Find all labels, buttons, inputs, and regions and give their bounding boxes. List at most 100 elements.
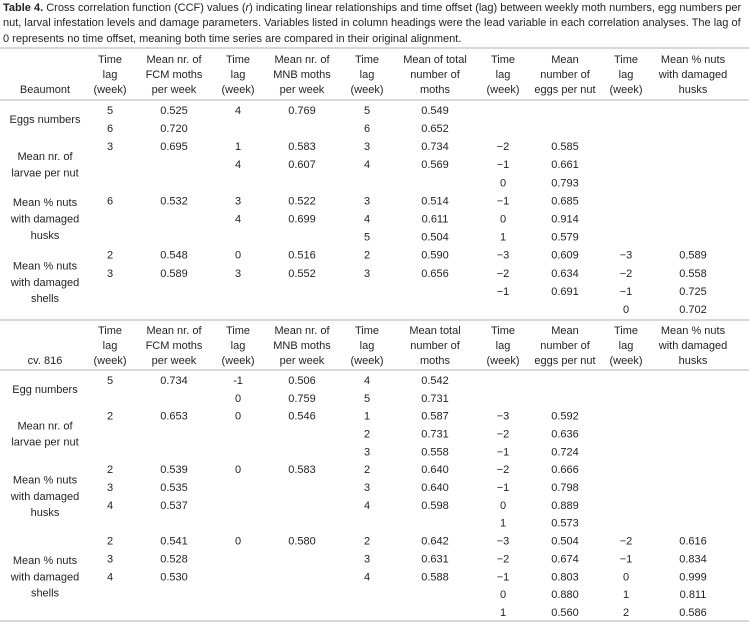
cell: 6: [107, 195, 113, 207]
cell: 0: [235, 536, 241, 548]
cell: −1: [497, 195, 510, 207]
cell: 1: [364, 411, 370, 423]
cell: 0.702: [679, 304, 707, 316]
cell: 0.695: [160, 141, 188, 153]
cell: 2: [364, 464, 370, 476]
cell: 0.546: [288, 411, 316, 423]
cell: 2: [107, 250, 113, 262]
cell: 0.589: [160, 268, 188, 280]
cell: 0.834: [679, 553, 707, 565]
cell: 0.514: [421, 195, 449, 207]
cell: 4: [107, 571, 113, 583]
cell: 4: [364, 375, 370, 387]
row-label: Mean % nuts: [13, 261, 78, 273]
cell: 2: [364, 428, 370, 440]
row-label: larvae per nut: [11, 167, 78, 179]
cell: 0.889: [551, 500, 579, 512]
row-label: with damaged: [10, 571, 80, 583]
cell: 4: [364, 500, 370, 512]
row-label: Mean nr. of: [17, 151, 73, 163]
column-header: Time: [98, 54, 122, 66]
cell: 0.588: [421, 571, 449, 583]
cell: 0.731: [421, 428, 449, 440]
column-header: Time: [226, 54, 250, 66]
cell: 3: [364, 141, 370, 153]
column-header: Mean nr. of: [146, 54, 202, 66]
cell: 0.504: [551, 536, 579, 548]
cell: 0.724: [551, 446, 579, 458]
row-label: Egg numbers: [12, 384, 78, 396]
cell: 6: [107, 123, 113, 135]
caption-text: ) indicating linear relationships and ti…: [3, 2, 742, 45]
cell: 0.590: [421, 250, 449, 262]
column-header: (week): [486, 84, 519, 96]
cell: 0.548: [160, 250, 188, 262]
column-header: (week): [350, 355, 383, 367]
cell: 0.506: [288, 375, 316, 387]
cell: 3: [364, 268, 370, 280]
cell: 0.734: [160, 375, 188, 387]
cell: 1: [623, 589, 629, 601]
cell: 0: [235, 411, 241, 423]
cell: 0.607: [288, 159, 316, 171]
row-label: husks: [31, 507, 60, 519]
cell: −3: [497, 250, 510, 262]
column-header: (week): [221, 355, 254, 367]
cell: 3: [107, 268, 113, 280]
row-label: larvae per nut: [11, 437, 78, 449]
cell: 0.573: [551, 518, 579, 530]
column-header: Mean % nuts: [661, 54, 726, 66]
cell: 5: [107, 375, 113, 387]
cell: 0.999: [679, 571, 707, 583]
column-header: Time: [355, 325, 379, 337]
row-label: with damaged: [10, 491, 80, 503]
cell: 0.725: [679, 286, 707, 298]
row-label: with damaged: [10, 214, 80, 226]
cell: 0.769: [288, 105, 316, 117]
column-header: per week: [280, 84, 325, 96]
cell: 0.656: [421, 268, 449, 280]
cell: 0.691: [551, 286, 579, 298]
cell: 0.798: [551, 482, 579, 494]
column-header: Time: [491, 325, 515, 337]
cell: 0.803: [551, 571, 579, 583]
cell: 0.731: [421, 393, 449, 405]
row-label: shells: [31, 588, 60, 600]
cell: −2: [497, 268, 510, 280]
column-header: eggs per nut: [534, 355, 595, 367]
column-header: lag: [619, 340, 634, 352]
cell: 0.631: [421, 553, 449, 565]
column-header: number of: [410, 69, 460, 81]
column-header: with damaged: [658, 340, 728, 352]
cell: 3: [107, 553, 113, 565]
cell: 0.793: [551, 177, 579, 189]
cell: 0: [235, 464, 241, 476]
cell: 0.914: [551, 214, 579, 226]
cell: 3: [364, 446, 370, 458]
cell: 0.528: [160, 553, 188, 565]
column-header: per week: [152, 355, 197, 367]
cell: 0.560: [551, 607, 579, 619]
column-header: husks: [679, 355, 708, 367]
cell: 1: [500, 518, 506, 530]
column-header: (week): [221, 84, 254, 96]
cell: 5: [107, 105, 113, 117]
cell: 0.611: [422, 214, 449, 226]
row-label: Mean nr. of: [17, 420, 73, 432]
column-header: eggs per nut: [534, 84, 595, 96]
column-header: lag: [360, 340, 375, 352]
column-header: (week): [609, 355, 642, 367]
cell: 0.535: [160, 482, 188, 494]
cell: −2: [497, 464, 510, 476]
cell: 0.609: [551, 250, 579, 262]
column-header: moths: [420, 84, 450, 96]
row-label: Eggs numbers: [10, 114, 81, 126]
cell: 0.569: [421, 159, 449, 171]
cell: 6: [364, 123, 370, 135]
cell: 0.666: [551, 464, 579, 476]
cell: 2: [364, 536, 370, 548]
cell: 0: [500, 177, 506, 189]
column-header: Beaumont: [20, 84, 70, 96]
cell: 5: [364, 105, 370, 117]
row-label: Mean % nuts: [13, 555, 78, 567]
